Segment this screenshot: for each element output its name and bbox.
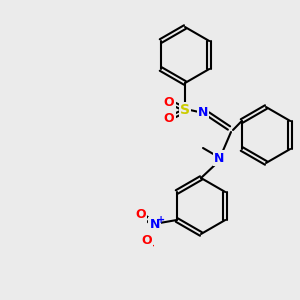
Text: O: O (164, 95, 174, 109)
Text: +: + (157, 215, 165, 225)
Text: N: N (214, 152, 224, 164)
Text: O: O (141, 235, 152, 248)
Text: O: O (135, 208, 146, 221)
Text: N: N (198, 106, 208, 118)
Text: -: - (149, 241, 154, 251)
Text: N: N (150, 218, 160, 232)
Text: S: S (180, 103, 190, 117)
Text: O: O (164, 112, 174, 124)
